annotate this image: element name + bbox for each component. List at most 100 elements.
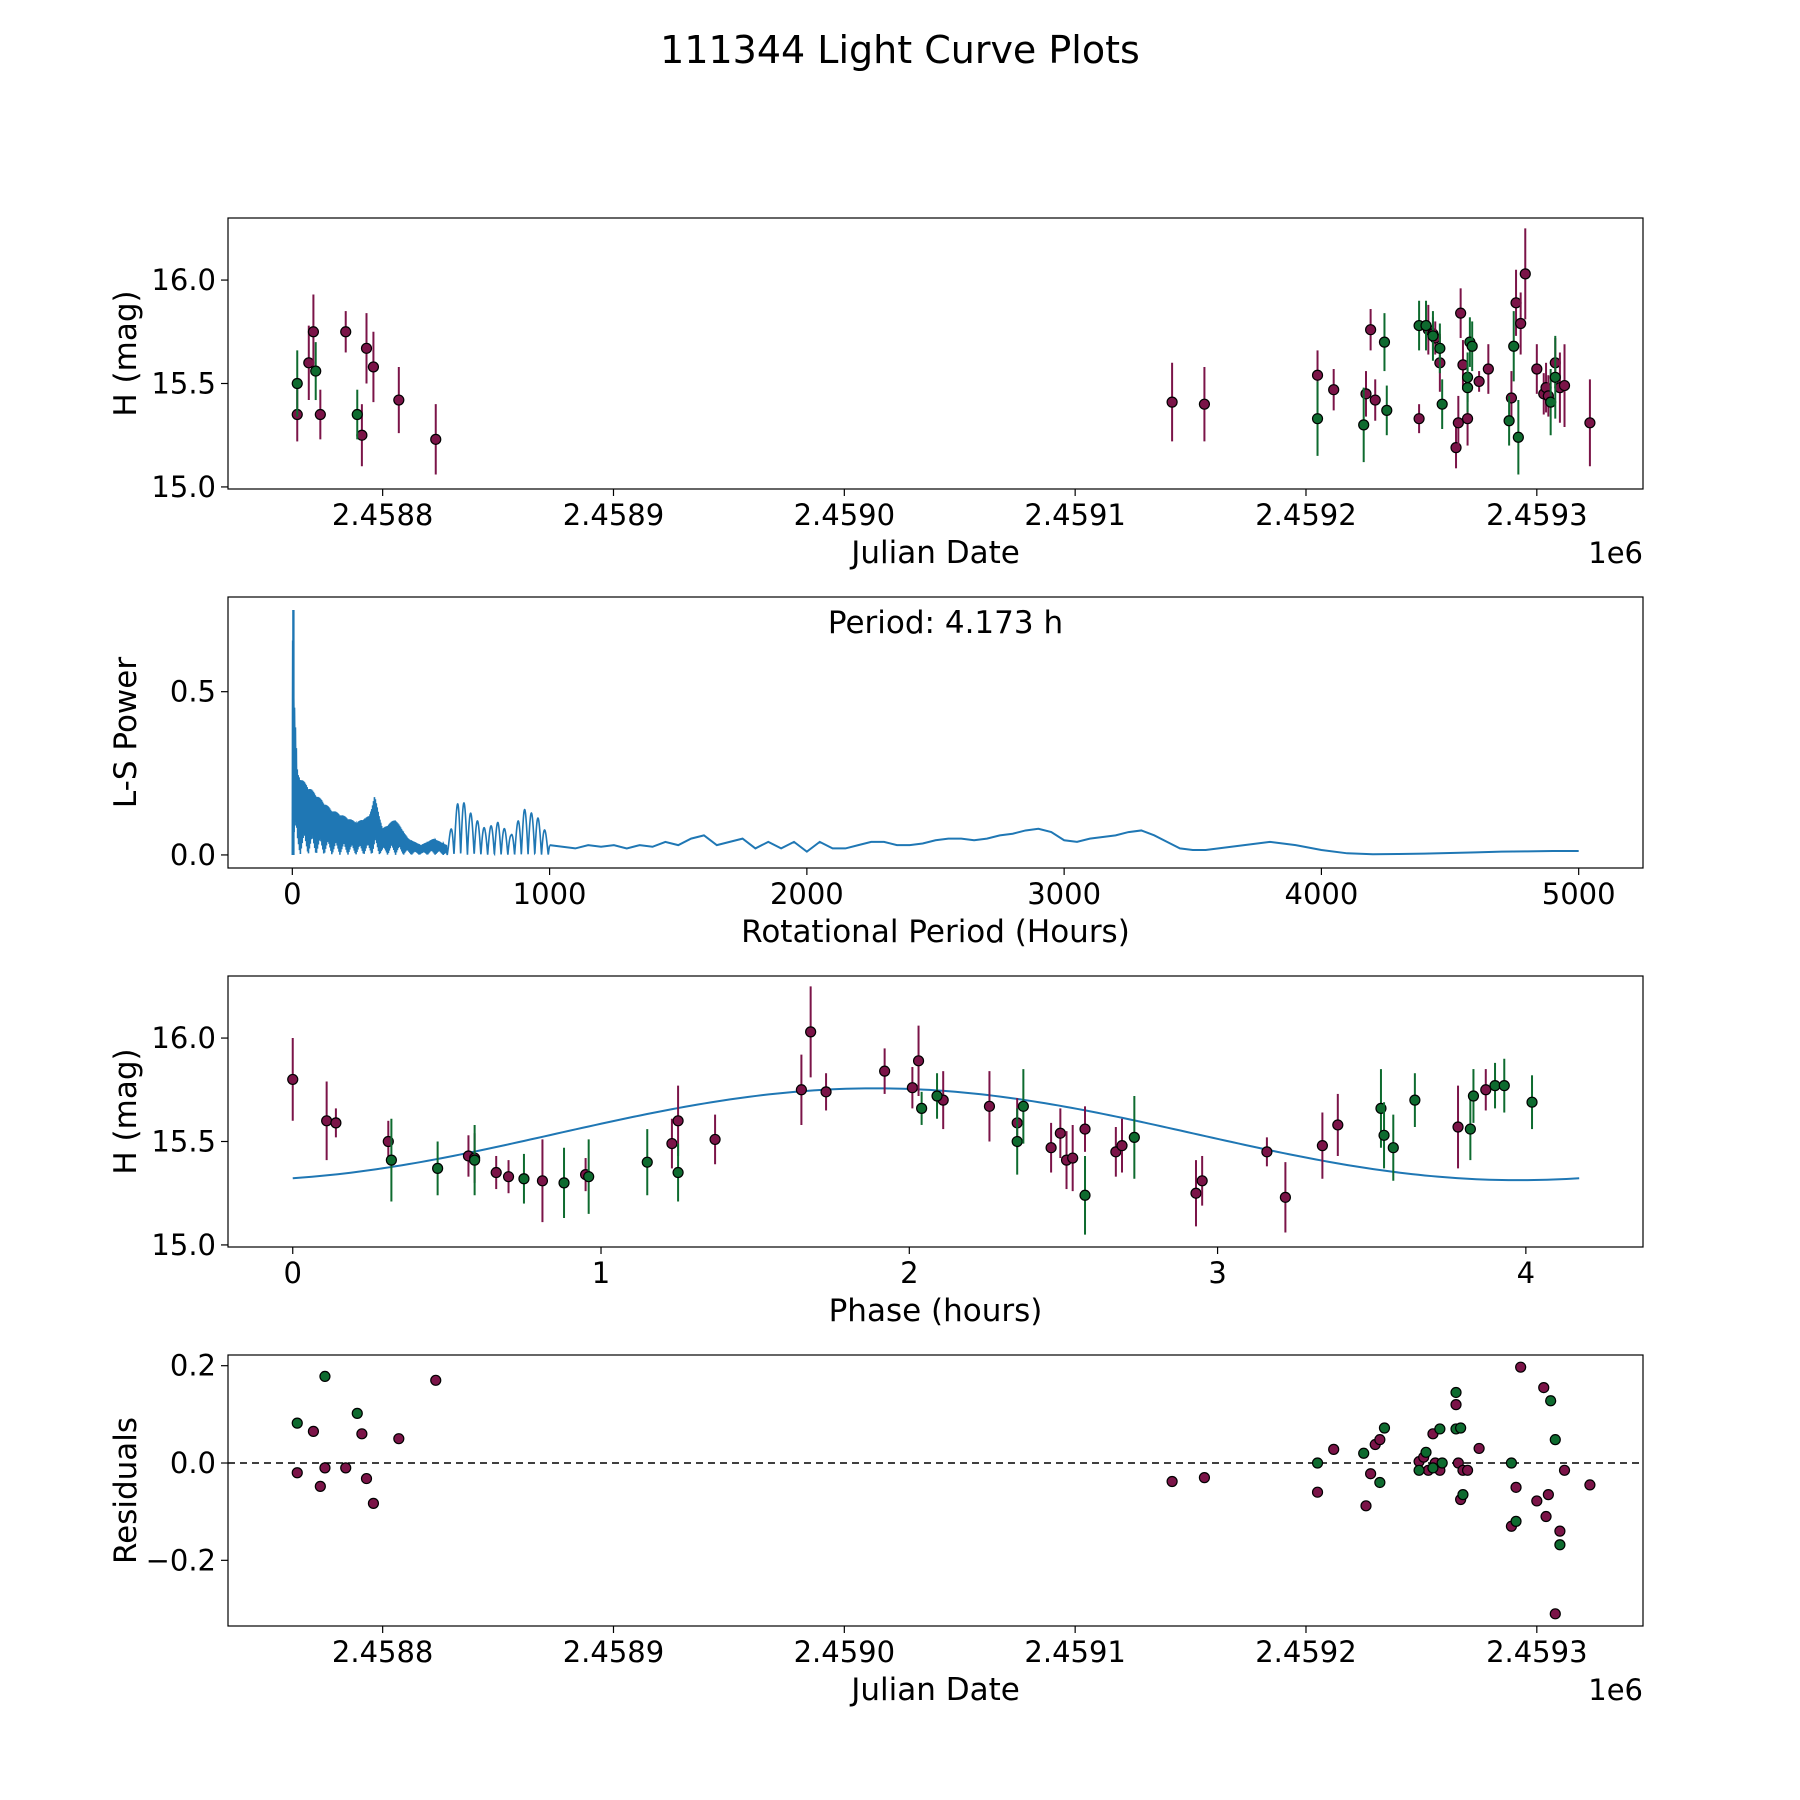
phased-point-g xyxy=(469,1154,481,1166)
residuals-xtick-label: 2.4589 xyxy=(563,1635,664,1669)
residuals-point-g xyxy=(351,1407,363,1419)
phased-point-r xyxy=(287,1073,299,1086)
lightcurve-point-r xyxy=(1365,324,1377,336)
lightcurve-point-r xyxy=(1558,379,1571,392)
lightcurve-point-r xyxy=(1584,417,1596,429)
phased-point-g xyxy=(558,1177,570,1189)
phased-panel: 0 1 2 3 4 15.0 15.5 16.0 Phase (hours) H (mag) xyxy=(108,975,1644,1329)
phased-point-r xyxy=(1279,1191,1291,1203)
lightcurve-point-r xyxy=(1519,268,1531,280)
residuals-point-g xyxy=(1554,1539,1566,1551)
lightcurve-point-r xyxy=(1473,375,1485,388)
residuals-point-r xyxy=(314,1480,326,1492)
period-annotation: Period: 4.173 h xyxy=(828,605,1063,641)
residuals-point-g xyxy=(1378,1422,1391,1434)
lightcurve-point-r xyxy=(1461,413,1474,425)
residuals-point-r xyxy=(1365,1468,1377,1480)
residuals-point-g xyxy=(1434,1423,1446,1435)
residuals-point-r xyxy=(1473,1442,1485,1455)
phased-point-g xyxy=(1017,1100,1029,1112)
lightcurve-point-g xyxy=(1436,398,1448,410)
phased-point-r xyxy=(330,1117,342,1129)
lightcurve-xtick-label: 2.4590 xyxy=(794,498,895,532)
lightcurve-point-g xyxy=(1508,340,1520,352)
residuals-point-r xyxy=(1540,1510,1552,1523)
residuals-point-r xyxy=(1558,1464,1571,1476)
lightcurve-point-r xyxy=(340,326,352,338)
residuals-point-r xyxy=(1166,1475,1178,1488)
phased-point-g xyxy=(1467,1090,1480,1102)
lightcurve-ytick-label: 16.0 xyxy=(151,263,216,297)
residuals-point-r xyxy=(1531,1495,1543,1507)
phased-point-r xyxy=(1067,1152,1079,1164)
phased-point-r xyxy=(321,1115,333,1127)
residuals-point-r xyxy=(367,1497,380,1509)
phased-model-curve xyxy=(292,1087,1580,1182)
lightcurve-ylabel: H (mag) xyxy=(108,290,144,416)
lightcurve-offset-text: 1e6 xyxy=(1588,536,1643,570)
residuals-xtick-label: 2.4593 xyxy=(1486,1635,1587,1669)
residuals-offset-text: 1e6 xyxy=(1588,1673,1643,1707)
lightcurve-point-r xyxy=(1505,392,1518,404)
lightcurve-point-r xyxy=(1452,417,1464,429)
phased-point-r xyxy=(536,1175,549,1187)
phased-point-r xyxy=(912,1055,925,1067)
lightcurve-point-r xyxy=(1455,307,1467,319)
residuals-point-r xyxy=(1584,1479,1596,1491)
lightcurve-point-g xyxy=(291,377,303,390)
residuals-point-r xyxy=(1538,1381,1550,1394)
phased-xtick-label: 2 xyxy=(900,1256,918,1290)
phased-point-r xyxy=(1261,1146,1273,1158)
residuals-xtick-label: 2.4588 xyxy=(332,1635,433,1669)
lightcurve-point-r xyxy=(367,361,380,373)
lightcurve-point-r xyxy=(303,357,315,369)
phased-point-g xyxy=(916,1102,928,1114)
phased-point-r xyxy=(1190,1187,1202,1199)
lightcurve-point-r xyxy=(1482,363,1494,375)
residuals-ylabel: Residuals xyxy=(108,1417,144,1564)
residuals-point-g xyxy=(1450,1386,1462,1399)
residuals-point-r xyxy=(1374,1434,1386,1446)
phased-ytick-label: 15.5 xyxy=(151,1124,216,1158)
residuals-point-r xyxy=(1542,1489,1554,1501)
periodogram-xtick-label: 4000 xyxy=(1285,877,1359,911)
lightcurve-point-g xyxy=(1503,415,1515,427)
periodogram-line xyxy=(549,827,1579,856)
periodogram-xtick-label: 2000 xyxy=(770,877,844,911)
phased-point-g xyxy=(1409,1094,1421,1106)
phased-point-g xyxy=(1526,1096,1538,1108)
phased-point-r xyxy=(1054,1127,1066,1139)
phased-xtick-label: 0 xyxy=(284,1256,302,1290)
residuals-point-g xyxy=(1427,1462,1439,1474)
residuals-point-r xyxy=(1515,1361,1527,1373)
residuals-panel: 2.4588 2.4589 2.4590 2.4591 2.4592 2.4593 −0.2… xyxy=(108,1349,1644,1708)
lightcurve-point-r xyxy=(1369,394,1381,406)
residuals-point-r xyxy=(1461,1464,1474,1476)
lightcurve-point-r xyxy=(314,408,326,421)
lightcurve-point-g xyxy=(1381,404,1393,416)
phased-point-r xyxy=(805,1026,817,1038)
phased-point-g xyxy=(672,1166,684,1179)
residuals-point-g xyxy=(1457,1489,1469,1501)
lightcurve-point-g xyxy=(1378,336,1391,348)
residuals-point-g xyxy=(1311,1457,1324,1469)
residuals-ytick-label: 0.0 xyxy=(170,1446,216,1480)
phased-xtick-label: 3 xyxy=(1208,1256,1226,1290)
phased-point-g xyxy=(1128,1131,1140,1143)
lightcurve-point-r xyxy=(1531,363,1543,375)
lightcurve-point-g xyxy=(1358,419,1370,431)
phased-point-g xyxy=(1079,1189,1091,1201)
residuals-point-g xyxy=(291,1417,303,1429)
phased-point-g xyxy=(641,1156,653,1168)
periodogram-xtick-label: 3000 xyxy=(1027,877,1101,911)
lightcurve-xtick-label: 2.4592 xyxy=(1255,498,1356,532)
lightcurve-point-g xyxy=(351,408,363,421)
periodogram-axes-frame xyxy=(227,596,1644,869)
residuals-point-r xyxy=(1360,1500,1372,1512)
residuals-point-r xyxy=(393,1433,405,1445)
residuals-point-r xyxy=(1554,1525,1566,1537)
lightcurve-point-r xyxy=(1198,398,1211,410)
lightcurve-point-r xyxy=(393,394,405,406)
residuals-ytick-label: 0.2 xyxy=(170,1349,216,1383)
lightcurve-point-r xyxy=(356,429,368,441)
